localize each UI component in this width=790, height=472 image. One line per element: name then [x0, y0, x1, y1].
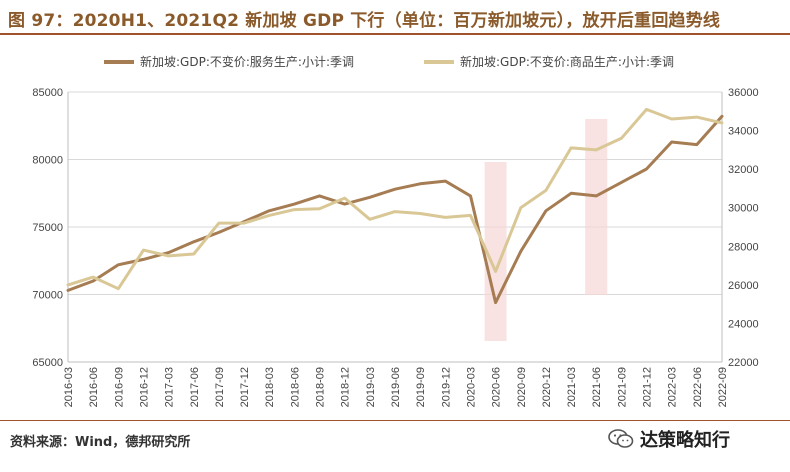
- x-tick-label: 2018-03: [264, 367, 276, 407]
- y-right-tick-label: 36000: [728, 87, 759, 99]
- x-tick-label: 2016-12: [138, 367, 150, 407]
- y-right-tick-label: 34000: [728, 126, 759, 138]
- x-tick-label: 2021-12: [642, 367, 654, 407]
- axes: 65000 70000 75000 80000 85000 22000 24000 26000…: [32, 87, 758, 407]
- y-left-tick-label: 70000: [32, 290, 63, 302]
- x-tick-label: 2018-06: [289, 367, 301, 407]
- legend-label: 新加坡:GDP:不变价:服务生产:小计:季调: [140, 54, 354, 69]
- x-tick-label: 2018-12: [340, 367, 352, 407]
- y-right-tick-label: 24000: [728, 318, 759, 330]
- y-left-tick-label: 80000: [32, 155, 63, 167]
- y-right-tick-label: 26000: [728, 280, 759, 292]
- x-tick-label: 2016-06: [88, 367, 100, 407]
- x-tick-label: 2019-06: [390, 367, 402, 407]
- brand-name: 达策略知行: [640, 430, 730, 451]
- x-tick-label: 2019-03: [365, 367, 377, 407]
- y-left-tick-label: 75000: [32, 222, 63, 234]
- y-left-tick-label: 65000: [32, 357, 63, 369]
- chart: 65000 70000 75000 80000 85000 22000 24000 26000…: [32, 54, 758, 407]
- x-tick-label: 2019-12: [440, 367, 452, 407]
- footer-divider: [0, 420, 790, 421]
- title-divider: [0, 33, 790, 35]
- x-tick-label: 2021-03: [566, 367, 578, 407]
- series-lines: [66, 107, 724, 305]
- series-line-goods: [66, 107, 724, 291]
- x-tick-label: 2022-03: [667, 367, 679, 407]
- y-right-tick-label: 30000: [728, 203, 759, 215]
- x-tick-label: 2020-09: [516, 367, 528, 407]
- y-left-tick-label: 85000: [32, 87, 63, 99]
- y-right-tick-label: 22000: [728, 357, 759, 369]
- x-tick-label: 2021-06: [591, 367, 603, 407]
- x-tick-label: 2021-09: [616, 367, 628, 407]
- shaded-period: [585, 119, 608, 295]
- shaded-periods: [484, 119, 608, 341]
- x-tick-label: 2017-09: [214, 367, 226, 407]
- shaded-period: [484, 162, 507, 341]
- y-right-tick-label: 32000: [728, 164, 759, 176]
- wechat-icon: [608, 429, 634, 448]
- x-tick-label: 2017-12: [239, 367, 251, 407]
- x-tick-label: 2018-09: [315, 367, 327, 407]
- y-right-tick-label: 28000: [728, 241, 759, 253]
- legend: 新加坡:GDP:不变价:服务生产:小计:季调 新加坡:GDP:不变价:商品生产:小…: [104, 54, 674, 69]
- x-tick-label: 2020-12: [541, 367, 553, 407]
- brand: 达策略知行: [608, 426, 730, 452]
- gridlines: [68, 91, 722, 363]
- x-tick-label: 2019-09: [415, 367, 427, 407]
- chart-title: 图 97：2020H1、2021Q2 新加坡 GDP 下行（单位：百万新加坡元）…: [8, 11, 721, 31]
- x-tick-label: 2016-03: [63, 367, 75, 407]
- source-note: 资料来源：Wind，德邦研究所: [10, 435, 191, 450]
- x-tick-label: 2017-03: [164, 367, 176, 407]
- x-tick-label: 2022-06: [692, 367, 704, 407]
- legend-label: 新加坡:GDP:不变价:商品生产:小计:季调: [460, 54, 674, 69]
- x-tick-label: 2017-06: [189, 367, 201, 407]
- x-tick-label: 2020-03: [465, 367, 477, 407]
- x-tick-label: 2020-06: [491, 367, 503, 407]
- x-tick-label: 2022-09: [717, 367, 729, 407]
- x-tick-label: 2016-09: [113, 367, 125, 407]
- series-line-services: [66, 114, 724, 305]
